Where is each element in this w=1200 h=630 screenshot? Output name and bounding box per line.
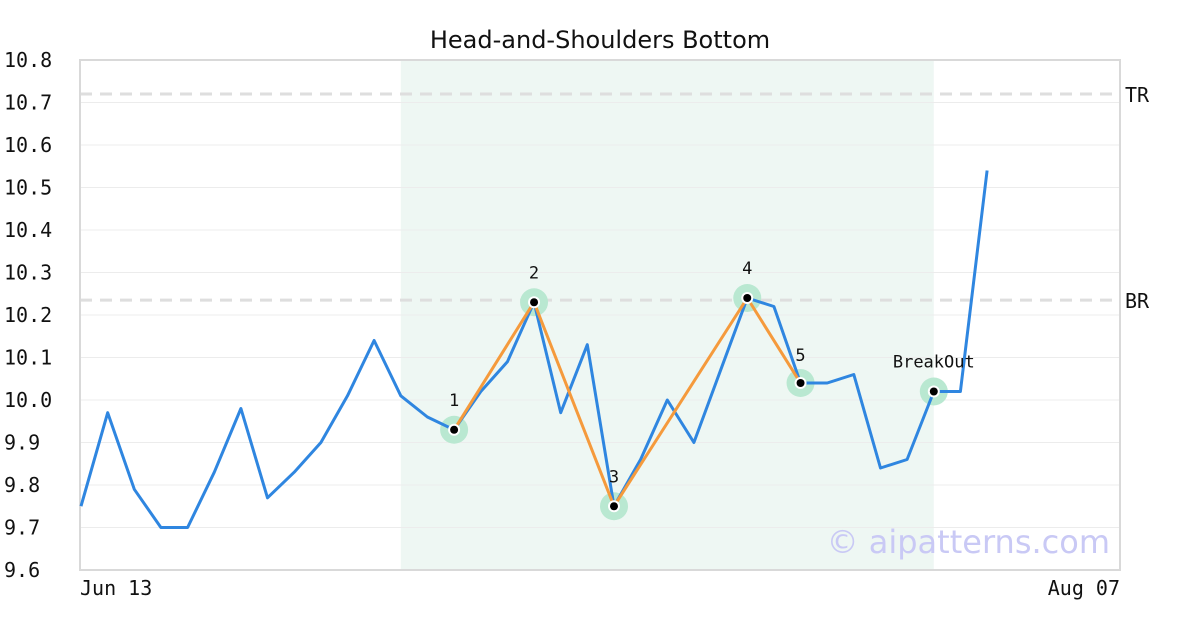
pattern-dots: [448, 292, 940, 513]
y-tick-label: 9.7: [4, 516, 40, 540]
y-tick-label: 9.8: [4, 473, 40, 497]
y-tick-label: 10.0: [4, 388, 52, 412]
chart-title: Head-and-Shoulders Bottom: [430, 26, 770, 54]
y-tick-label: 9.6: [4, 558, 40, 582]
y-tick-label: 10.5: [4, 176, 52, 200]
pattern-point: [796, 379, 805, 387]
reference-lines: TR BR: [80, 83, 1150, 313]
x-axis: Jun 13 Aug 07: [80, 576, 1120, 600]
plot-frame: [79, 59, 1121, 571]
y-tick-label: 10.6: [4, 133, 52, 157]
y-tick-label: 10.4: [4, 218, 52, 242]
y-tick-label: 10.1: [4, 346, 52, 370]
pattern-point-label: 1: [449, 391, 459, 411]
x-tick-label: Jun 13: [80, 576, 152, 600]
y-tick-label: 10.8: [4, 48, 52, 72]
y-tick-label: 9.9: [4, 431, 40, 455]
y-tick-label: 10.7: [4, 91, 52, 115]
pattern-point-label: 2: [529, 263, 539, 283]
breakout-label: BreakOut: [893, 353, 975, 373]
watermark: © aipatterns.com: [827, 523, 1110, 561]
y-axis: 9.6 9.7 9.8 9.9 10.0 10.1 10.2 10.3 10.4 10.5 10.6…: [4, 48, 52, 582]
reference-line-label: BR: [1125, 289, 1150, 313]
pattern-point: [450, 425, 459, 434]
pattern-point: [743, 294, 752, 302]
pattern-point-label: 5: [795, 346, 805, 366]
x-tick-label: Aug 07: [1048, 576, 1120, 600]
pattern-point: [610, 502, 618, 511]
pattern-point: [929, 387, 938, 396]
pattern-point-label: 3: [609, 467, 619, 487]
grid-lines: [80, 59, 1120, 571]
pattern-point-label: 4: [742, 259, 752, 279]
reference-line-label: TR: [1125, 83, 1150, 107]
pattern-labels: 1 2 3 4 5 BreakOut: [449, 259, 975, 487]
y-tick-label: 10.3: [4, 261, 52, 285]
pattern-point: [530, 298, 539, 307]
y-tick-label: 10.2: [4, 303, 52, 327]
